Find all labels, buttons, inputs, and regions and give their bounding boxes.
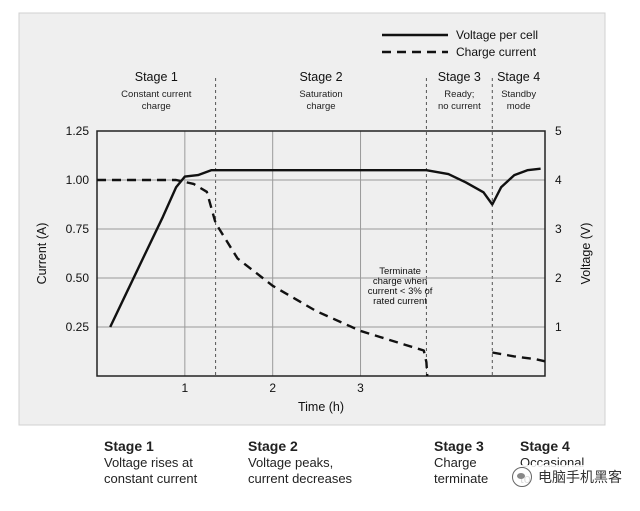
caption-stage-1: Stage 1 Voltage rises at constant curren… bbox=[104, 438, 197, 487]
y-right-tick-label-3: 3 bbox=[555, 222, 562, 236]
y-left-axis-title: Current (A) bbox=[35, 223, 49, 285]
caption-stage-3-title: Stage 3 bbox=[434, 438, 484, 454]
y-right-tick-label-1: 1 bbox=[555, 320, 562, 334]
caption-stage-1-title: Stage 1 bbox=[104, 438, 154, 454]
watermark: 电脑手机黑客 bbox=[508, 465, 626, 489]
caption-stage-4-title: Stage 4 bbox=[520, 438, 570, 454]
stage-2-label-1: Saturation bbox=[299, 89, 342, 100]
wechat-icon bbox=[512, 467, 532, 487]
y-right-tick-label-4: 4 bbox=[555, 173, 562, 187]
annotation-1-line-4: rated current bbox=[373, 296, 427, 307]
annotation-1-line-3: current < 3% of bbox=[368, 286, 433, 297]
series-3-line bbox=[492, 351, 546, 363]
stage-3-label-2: no current bbox=[438, 101, 481, 112]
stage-1-title: Stage 1 bbox=[135, 70, 178, 84]
plot-area bbox=[96, 130, 546, 377]
y-right-axis-title: Voltage (V) bbox=[579, 223, 593, 285]
stage-3-title: Stage 3 bbox=[438, 70, 481, 84]
caption-stage-2: Stage 2 Voltage peaks, current decreases bbox=[248, 438, 352, 487]
stage-4-label-1: Standby bbox=[501, 89, 536, 100]
caption-stage-1-line-2: constant current bbox=[104, 471, 198, 486]
y-right-tick-label-5: 5 bbox=[555, 124, 562, 138]
x-axis-title: Time (h) bbox=[298, 400, 344, 414]
caption-stage-2-title: Stage 2 bbox=[248, 438, 298, 454]
y-left-tick-label-3: 0.75 bbox=[66, 222, 90, 236]
stage-4-title: Stage 4 bbox=[497, 70, 540, 84]
caption-stage-2-line-1: Voltage peaks, bbox=[248, 455, 334, 470]
y-left-tick-label-4: 1.00 bbox=[66, 173, 90, 187]
caption-stage-3: Stage 3 Charge terminate bbox=[434, 438, 488, 487]
y-right-tick-label-2: 2 bbox=[555, 271, 562, 285]
x-tick-label-3: 3 bbox=[357, 381, 364, 395]
caption-stage-3-line-1: Charge bbox=[434, 455, 477, 470]
stage-4-label-2: mode bbox=[507, 101, 531, 112]
stage-2-title: Stage 2 bbox=[299, 70, 342, 84]
watermark-text: 电脑手机黑客 bbox=[538, 470, 622, 486]
y-left-tick-label-5: 1.25 bbox=[66, 124, 90, 138]
y-left-tick-label-2: 0.50 bbox=[66, 271, 90, 285]
annotation-1-line-1: Terminate bbox=[379, 266, 421, 277]
stage-1-label-1: Constant current bbox=[121, 89, 192, 100]
x-tick-label-2: 2 bbox=[269, 381, 276, 395]
x-tick-label-1: 1 bbox=[181, 381, 188, 395]
legend-label-2: Charge current bbox=[456, 45, 537, 59]
stage-3-label-1: Ready; bbox=[444, 89, 474, 100]
legend-label-1: Voltage per cell bbox=[456, 28, 538, 42]
caption-stage-1-line-1: Voltage rises at bbox=[104, 455, 193, 470]
annotation-1-line-2: charge when bbox=[373, 276, 427, 287]
series-layer bbox=[97, 167, 546, 377]
stage-1-label-2: charge bbox=[142, 101, 171, 112]
series-1-line bbox=[109, 167, 541, 328]
caption-stage-2-line-2: current decreases bbox=[248, 471, 353, 486]
axis-layer: 1 2 3 0.25 0.50 0.75 1.00 1.25 1 2 3 4 5 Time (h) Curr… bbox=[35, 124, 593, 414]
y-left-tick-label-1: 0.25 bbox=[66, 320, 90, 334]
legend: Voltage per cell Charge current bbox=[382, 28, 538, 59]
series-2-line bbox=[97, 178, 429, 377]
stage-2-label-2: charge bbox=[306, 101, 335, 112]
caption-stage-3-line-2: terminate bbox=[434, 471, 489, 486]
